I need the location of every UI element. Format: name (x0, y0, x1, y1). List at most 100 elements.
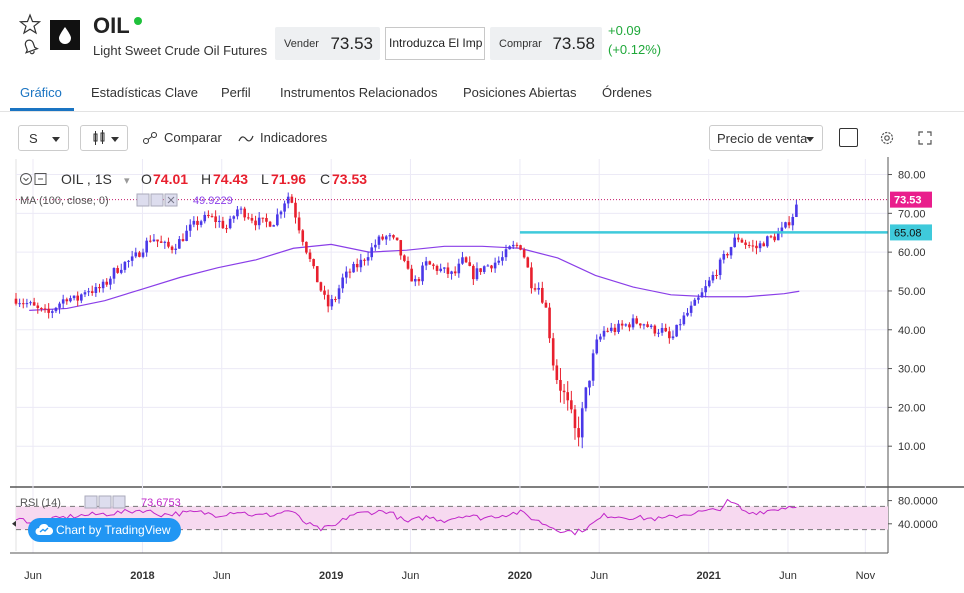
candle-body (522, 249, 526, 258)
chart-canvas[interactable]: 65.08 73.53 80.00 70.00 60.00 50.00 40.00 30.0… (10, 157, 964, 588)
level-price-label: 65.08 (894, 227, 922, 239)
tab-profile[interactable]: Perfil (221, 85, 251, 100)
rsi-line (15, 498, 797, 536)
candle-body (729, 247, 733, 256)
candle-body (573, 409, 577, 429)
candle-body (109, 278, 112, 285)
candle-body (733, 237, 736, 248)
y-tick-label: 30.00 (898, 364, 926, 376)
candle-body (718, 259, 722, 276)
amount-input[interactable]: Introduzca El Imp (385, 27, 485, 60)
candle-body (294, 202, 297, 218)
last-price-tag (890, 191, 932, 208)
compare-button[interactable]: Comparar (142, 130, 222, 145)
legend-low-label: L (261, 171, 269, 187)
candle-body (58, 303, 61, 308)
chart-toolbar: S Comparar Indicadores Precio de venta (0, 124, 964, 152)
candle-body (377, 236, 381, 245)
candle-body (384, 236, 388, 240)
candle-body (424, 261, 428, 266)
candle-body (80, 294, 83, 301)
candle-body (443, 267, 446, 269)
candle-body (210, 216, 214, 218)
settings-gear-icon[interactable] (879, 130, 895, 146)
rsi-legend-controls[interactable] (84, 495, 126, 509)
rsi-tick-label: 80.0000 (898, 496, 938, 508)
tab-key-stats[interactable]: Estadísticas Clave (91, 85, 198, 100)
candle-body (326, 294, 330, 307)
change-absolute: +0.09 (608, 23, 641, 38)
instrument-symbol: OIL (93, 13, 130, 38)
tradingview-badge[interactable]: Chart by TradingView (28, 518, 181, 542)
interval-select[interactable]: S (18, 125, 69, 151)
candle-body (515, 244, 519, 246)
candle-body (439, 268, 442, 271)
candle-body (50, 311, 54, 313)
candle-body (359, 259, 363, 268)
tab-orders[interactable]: Órdenes (602, 85, 652, 100)
candle-body (43, 308, 47, 310)
levels-layer: 65.08 73.53 (16, 191, 932, 241)
candle-body (348, 271, 352, 273)
legend-high: 74.43 (213, 171, 248, 187)
fullscreen-checkbox[interactable] (839, 128, 858, 147)
tab-related-instruments[interactable]: Instrumentos Relacionados (280, 85, 438, 100)
candle-body (116, 268, 119, 273)
x-tick-label: Jun (213, 570, 231, 582)
candle-body (504, 249, 508, 258)
candle-body (435, 265, 439, 271)
candle-body (236, 209, 239, 217)
y-tick-label: 50.00 (898, 286, 926, 298)
legend-toggle-icons[interactable] (20, 173, 47, 185)
rsi-legend-label: RSI (14) (20, 497, 61, 509)
sell-button[interactable]: Vender 73.53 (275, 27, 380, 60)
oil-logo (50, 20, 80, 50)
legend-open: 74.01 (153, 171, 188, 187)
candle-body (457, 263, 461, 274)
instrument-tabs: Gráfico Estadísticas Clave Perfil Instru… (0, 84, 964, 112)
candle-body (105, 281, 109, 285)
candle-body (776, 232, 780, 241)
candle-body (635, 318, 638, 324)
candle-body (112, 268, 116, 279)
candle-body (780, 227, 784, 233)
indicators-button[interactable]: Indicadores (238, 130, 327, 145)
active-tab-indicator (10, 108, 74, 111)
price-type-select[interactable]: Precio de venta (709, 125, 823, 151)
candle-body (461, 257, 464, 264)
candle-body (541, 287, 544, 303)
tab-open-positions[interactable]: Posiciones Abiertas (463, 85, 577, 100)
candle-body (261, 217, 265, 219)
chart-style-select[interactable] (80, 125, 128, 151)
candle-body (755, 245, 758, 249)
chevron-down-icon[interactable]: ▾ (124, 175, 130, 187)
y-tick-label: 80.00 (898, 170, 926, 182)
candle-body (188, 224, 192, 231)
buy-button[interactable]: Comprar 73.58 (490, 27, 602, 60)
candle-body (453, 271, 457, 274)
candle-body (406, 260, 410, 269)
candle-body (207, 214, 210, 217)
candle-body (675, 324, 678, 337)
ma-legend-controls[interactable] (136, 193, 178, 207)
ma-legend-label: MA (100, close, 0) (20, 195, 109, 207)
candle-body (700, 292, 704, 298)
candle-body (54, 307, 58, 312)
y-tick-label: 20.00 (898, 402, 926, 414)
candle-body (21, 303, 25, 305)
alert-bell-icon[interactable] (19, 35, 41, 57)
x-tick-label: Jun (24, 570, 42, 582)
candle-body (631, 318, 635, 328)
candle-body (40, 307, 43, 309)
tab-chart[interactable]: Gráfico (20, 85, 62, 100)
expand-icon[interactable] (917, 130, 933, 146)
candle-body (25, 303, 29, 305)
candle-body (497, 260, 501, 263)
candle-body (167, 241, 170, 247)
candle-body (170, 246, 174, 250)
star-icon[interactable] (19, 13, 41, 35)
candle-body (286, 196, 290, 204)
candle-body (737, 237, 740, 240)
price-chart[interactable]: 65.08 73.53 80.00 70.00 60.00 50.00 40.00 30.0… (10, 157, 964, 588)
candle-body (65, 299, 69, 302)
